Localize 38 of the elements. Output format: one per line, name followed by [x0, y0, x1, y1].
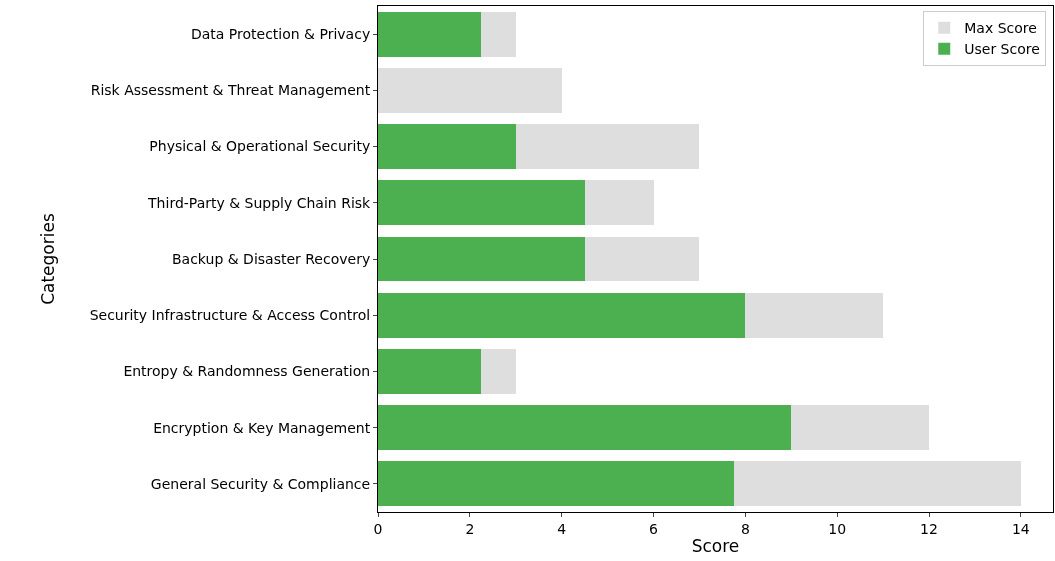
- bar: [791, 405, 930, 451]
- bar: [745, 292, 884, 338]
- legend-label: Max Score: [964, 20, 1037, 37]
- x-tick-label: 6: [649, 520, 659, 537]
- bar: [584, 236, 700, 282]
- y-tick-label: Physical & Operational Security: [149, 138, 371, 155]
- bar: [378, 292, 746, 338]
- y-tick-label: General Security & Compliance: [150, 475, 371, 492]
- bar: [378, 348, 482, 394]
- legend-label: User Score: [964, 41, 1040, 58]
- bar: [378, 405, 792, 451]
- y-tick-label: Encryption & Key Management: [153, 419, 371, 436]
- bar: [481, 11, 516, 57]
- bar: [378, 461, 734, 507]
- x-tick-label: 2: [465, 520, 475, 537]
- y-tick-label: Entropy & Randomness Generation: [123, 363, 371, 380]
- y-tick-label: Backup & Disaster Recovery: [172, 250, 371, 267]
- bar: [378, 124, 516, 170]
- x-tick-label: 10: [828, 520, 847, 537]
- x-tick-label: 8: [740, 520, 750, 537]
- x-tick-label: 0: [373, 520, 383, 537]
- bar: [481, 348, 516, 394]
- y-tick-label: Security Infrastructure & Access Control: [89, 307, 371, 324]
- y-tick-label: Data Protection & Privacy: [190, 26, 371, 43]
- bar: [378, 11, 482, 57]
- x-tick-label: 4: [557, 520, 567, 537]
- bar: [378, 236, 585, 282]
- y-axis-title: Categories: [38, 213, 59, 305]
- x-tick-label: 14: [1011, 520, 1030, 537]
- bar: [378, 67, 562, 113]
- x-tick-label: 12: [920, 520, 938, 537]
- bar: [515, 124, 700, 170]
- bar: [378, 180, 585, 226]
- y-tick-label: Third-Party & Supply Chain Risk: [147, 194, 372, 211]
- x-axis-title: Score: [691, 536, 740, 557]
- bar: [733, 461, 1021, 507]
- y-tick-label: Risk Assessment & Threat Management: [90, 82, 371, 99]
- bar: [584, 180, 654, 226]
